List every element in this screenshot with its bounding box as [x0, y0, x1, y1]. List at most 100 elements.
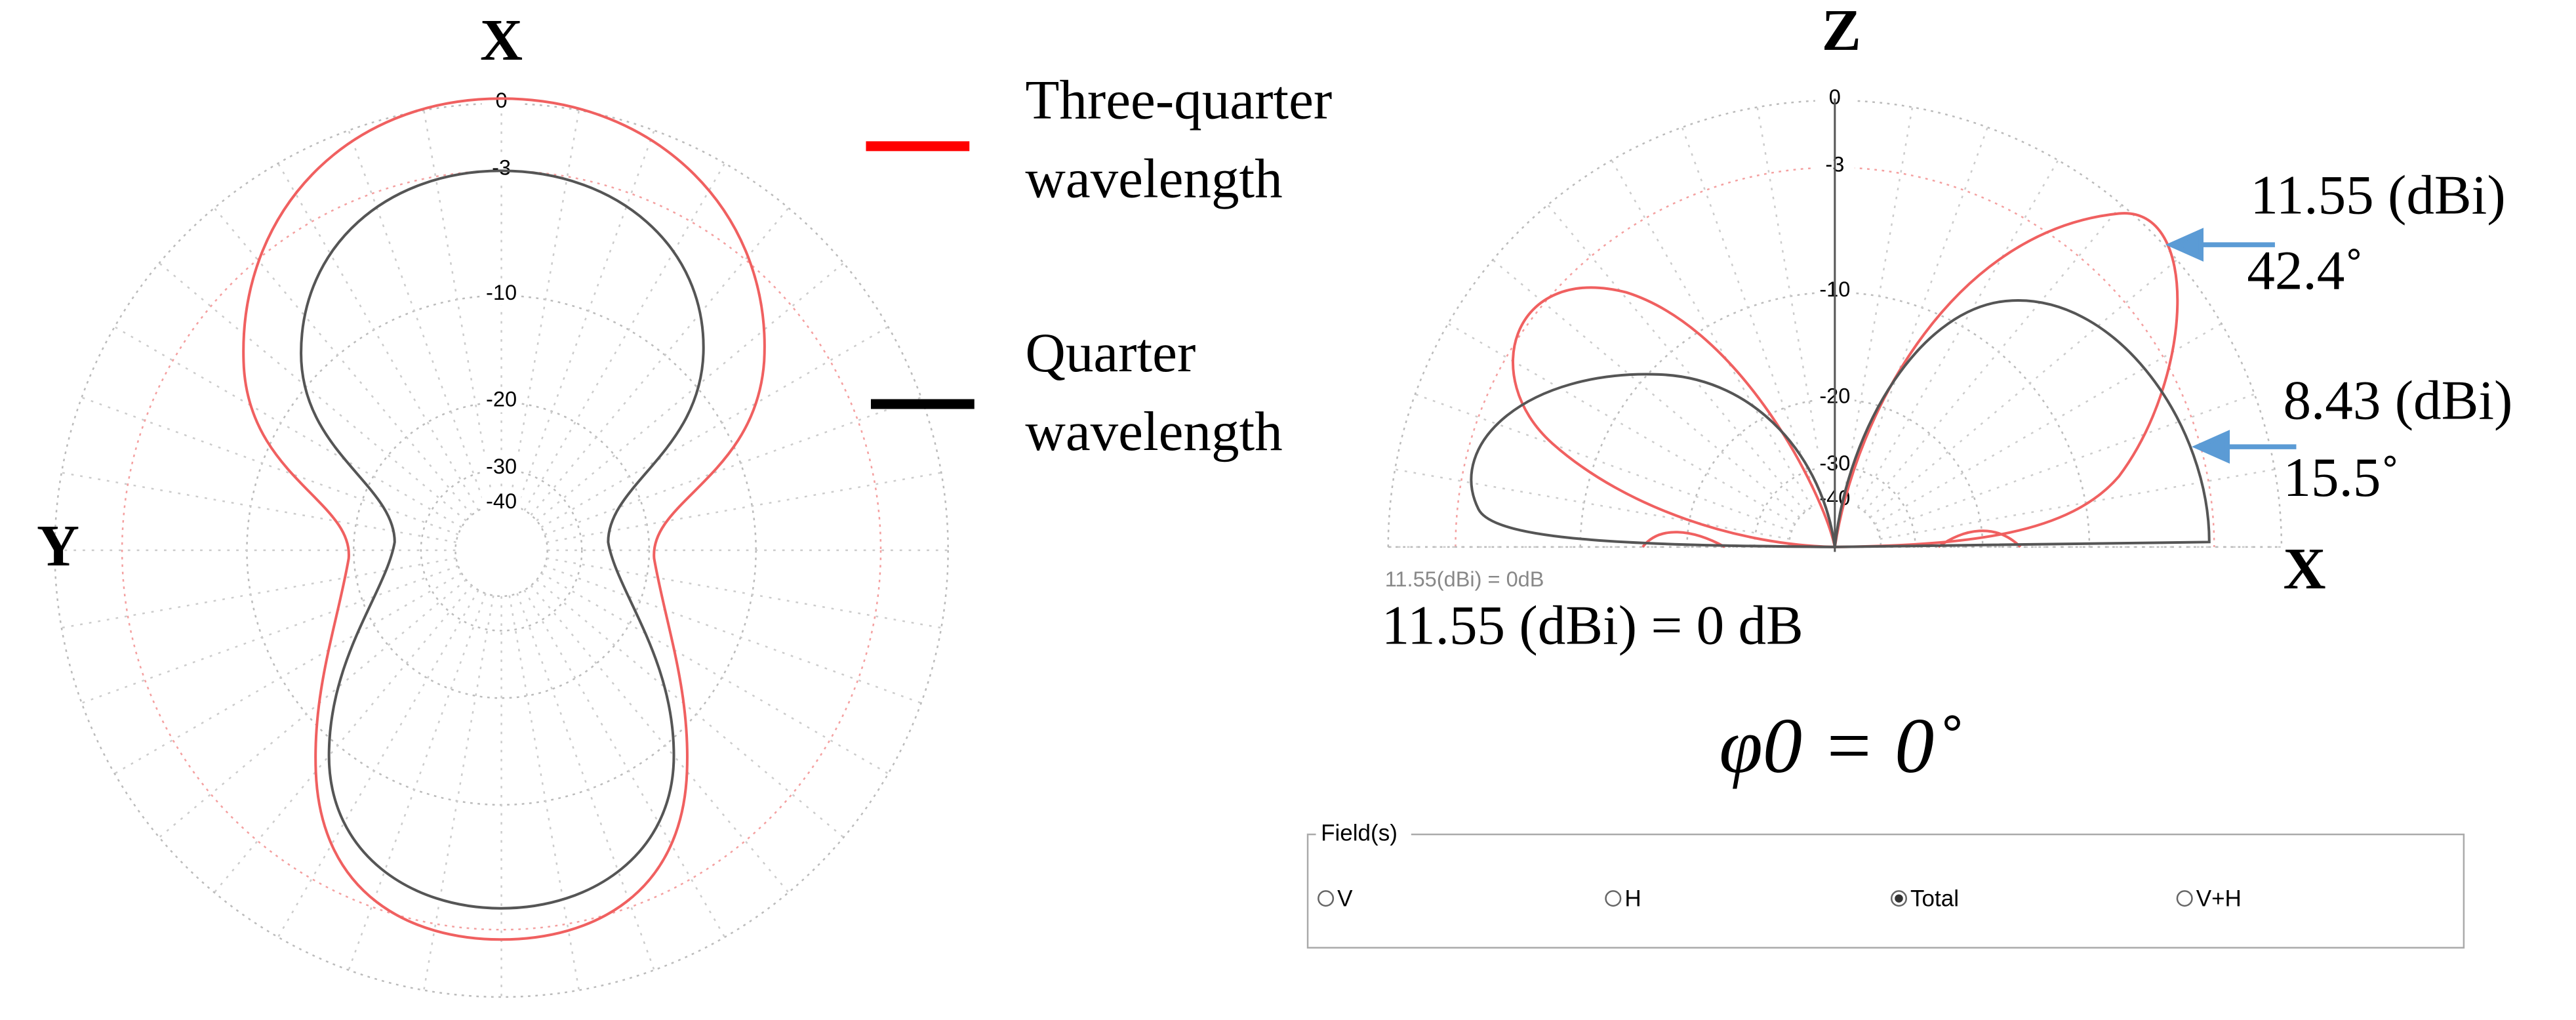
tick-bg: [481, 457, 521, 480]
grid-spoke: [277, 163, 479, 511]
radio-button[interactable]: [2176, 890, 2193, 907]
reference: 11.55 (dBi) = 0 dB: [1382, 595, 1803, 657]
panel-title-bg: [1316, 821, 1411, 848]
annotation: 11.55 (dBi): [2250, 165, 2505, 226]
tick-bg: [481, 389, 521, 413]
quarter-pattern: [1470, 299, 2211, 548]
grid-spoke: [523, 163, 726, 511]
grid-ring: [121, 170, 882, 931]
legend-label: wavelength: [1025, 148, 1282, 209]
ring-label: 0: [1829, 85, 1841, 109]
grid-spoke: [530, 584, 790, 893]
grid-spoke: [523, 589, 726, 938]
grid-spoke: [348, 593, 487, 971]
grid-spoke: [1841, 106, 1914, 502]
grid-spoke: [1415, 393, 1792, 533]
grid-spoke: [1547, 204, 1806, 512]
grid-spoke: [1857, 159, 2059, 508]
grid-spoke: [1863, 204, 2123, 512]
grid-spoke: [159, 579, 467, 838]
grid-spoke: [1447, 323, 1796, 525]
grid-spoke: [213, 584, 473, 893]
axis-label: X: [480, 8, 523, 73]
grid-spoke: [1849, 127, 1988, 504]
grid-spoke: [530, 207, 790, 516]
grid-spoke: [508, 595, 580, 990]
grid-spoke: [516, 593, 655, 971]
grid-spoke: [1756, 106, 1828, 502]
three-quarter-pattern: [1512, 212, 2179, 548]
tick-bg: [481, 157, 521, 181]
grid-spoke: [277, 589, 479, 938]
radio-label: H: [1624, 886, 1641, 911]
grid-spoke: [114, 326, 462, 528]
grid-ring: [454, 503, 548, 598]
grid-spoke: [546, 472, 942, 543]
annotation: 15.5˚: [2283, 447, 2399, 508]
grid-spoke: [1681, 127, 1821, 504]
radio-label: Total: [1910, 886, 1959, 911]
grid-spoke: [81, 396, 459, 536]
three-quarter-pattern: [242, 97, 766, 941]
fields-panel: [1306, 833, 2465, 949]
grid-ring: [1686, 398, 1984, 547]
grid-spoke: [544, 565, 922, 704]
grid-spoke: [1869, 259, 2178, 518]
grid-spoke: [213, 207, 473, 516]
tick-bg: [481, 282, 521, 306]
axis-label: Y: [37, 514, 79, 579]
radio-button[interactable]: [1605, 890, 1622, 907]
grid-spoke: [114, 572, 462, 775]
grid-spoke: [348, 130, 487, 508]
grid-spoke: [61, 557, 456, 629]
radio-label: V+H: [2196, 886, 2242, 911]
grid-spoke: [1611, 159, 1813, 508]
grid-spoke: [1492, 259, 1800, 518]
panel-title: Field(s): [1321, 820, 1398, 846]
tick-bg: [481, 90, 521, 113]
axis-label: Z: [1822, 0, 1861, 63]
grid-spoke: [1394, 468, 1790, 540]
annotation: 42.4˚: [2247, 240, 2363, 302]
grid-ring: [246, 295, 757, 806]
ring-label: -10: [486, 281, 517, 304]
grid-spoke: [423, 110, 494, 506]
radio-group: V H Total V+H: [1318, 886, 2242, 911]
grid-spoke: [546, 557, 942, 629]
ring-label: -40: [486, 489, 517, 513]
legend-label: wavelength: [1025, 401, 1282, 462]
grid-spoke: [516, 130, 655, 508]
radio-button[interactable]: [1318, 890, 1335, 907]
axis-label: X: [2283, 537, 2325, 602]
ring-label: 0: [496, 89, 508, 112]
legend-label: Quarter: [1025, 322, 1196, 384]
legend-label: Three-quarter: [1025, 69, 1332, 131]
ring-label: -3: [492, 156, 511, 180]
grid-spoke: [536, 262, 845, 521]
grid-ring: [352, 401, 651, 699]
grid-spoke: [508, 110, 580, 506]
grid-spoke: [1878, 393, 2255, 533]
grid-spoke: [423, 595, 494, 990]
grid-ring: [54, 102, 949, 998]
ring-label: -30: [486, 455, 517, 478]
grid-spoke: [1874, 323, 2223, 525]
arrows: [2165, 228, 2297, 464]
quarter-pattern: [300, 169, 705, 910]
phi-label: φ0 = 0˚: [1719, 702, 1960, 789]
tick-bg: [481, 491, 521, 514]
grid-spoke: [159, 262, 467, 521]
ring-label: -20: [486, 388, 517, 411]
grid-spoke: [540, 326, 889, 528]
reference-small: 11.55(dBi) = 0dB: [1385, 567, 1544, 591]
grid-spoke: [81, 565, 459, 704]
grid-spoke: [536, 579, 845, 838]
annotation: 8.43 (dBi): [2283, 370, 2512, 432]
radio-dot: [1895, 894, 1903, 903]
grid-spoke: [540, 572, 889, 775]
radio-label: V: [1337, 886, 1353, 911]
grid-spoke: [61, 472, 456, 543]
polar-grids: 0-3-10-20-30-400-3-10-20-30-40: [54, 85, 2283, 998]
grid-spoke: [1880, 468, 2275, 540]
